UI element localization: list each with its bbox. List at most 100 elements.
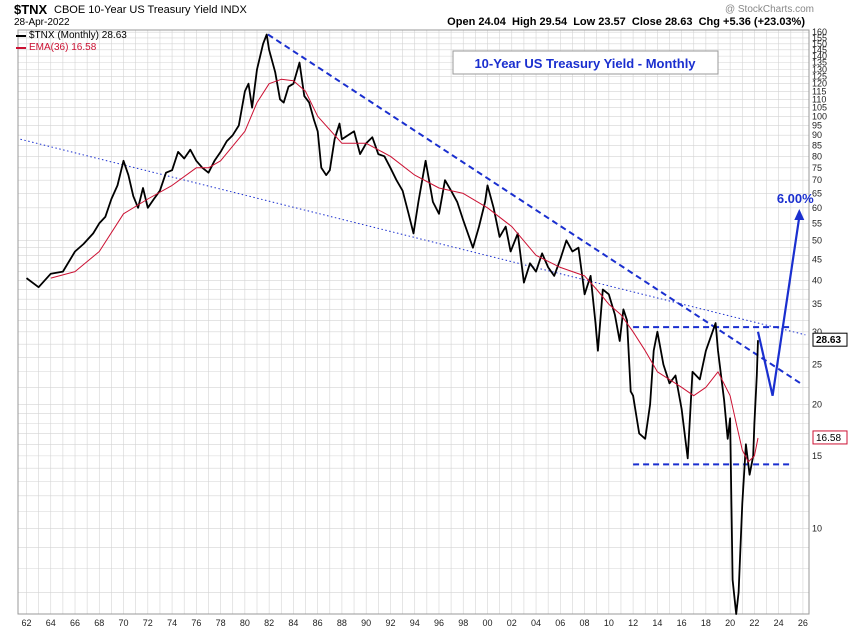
y-tick-label: 105: [812, 103, 827, 113]
y-tick-label: 35: [812, 299, 822, 309]
y-tick-label: 65: [812, 188, 822, 198]
chart-title: 10-Year US Treasury Yield - Monthly: [474, 56, 696, 71]
close-value: 28.63: [664, 16, 693, 28]
y-tick-label: 50: [812, 235, 822, 245]
low-label: Low: [573, 16, 596, 28]
price-line: [25, 33, 759, 615]
chart-date: 28-Apr-2022: [14, 17, 70, 28]
x-tick-label: 22: [749, 618, 759, 628]
projection: [756, 208, 805, 396]
y-tick-label: 125: [812, 71, 827, 81]
price-swatch: [16, 35, 26, 37]
y-tick-label: 85: [812, 140, 822, 150]
x-tick-label: 26: [798, 618, 808, 628]
x-tick-label: 96: [434, 618, 444, 628]
chg-value: +5.36 (+23.03%): [723, 16, 805, 28]
trendline-falling-resistance: [267, 33, 802, 385]
x-tick-label: 78: [216, 618, 226, 628]
stockcharts-watermark: @ StockCharts.com: [724, 4, 814, 15]
y-tick-label: 155: [812, 33, 827, 43]
chart-legend: $TNX (Monthly) 28.63 EMA(36) 16.58: [16, 30, 127, 54]
data-series: [25, 33, 759, 615]
ema-swatch: [16, 47, 26, 49]
x-tick-label: 14: [652, 618, 662, 628]
x-tick-label: 06: [555, 618, 565, 628]
ema-line: [50, 78, 759, 463]
x-tick-label: 68: [94, 618, 104, 628]
chg-label: Chg: [698, 16, 720, 28]
x-tick-label: 86: [313, 618, 323, 628]
ema-tag-text: 16.58: [816, 433, 841, 444]
y-tick-label: 80: [812, 151, 822, 161]
title-box-frame: [452, 50, 719, 75]
y-tick-label: 45: [812, 254, 822, 264]
y-tick-label: 130: [812, 64, 827, 74]
low-value: 23.57: [598, 16, 626, 28]
description-text: CBOE 10-Year US Treasury Yield: [54, 4, 218, 16]
x-tick-label: 24: [774, 618, 784, 628]
legend-item-ema: EMA(36) 16.58: [16, 42, 127, 54]
x-tick-label: 74: [167, 618, 177, 628]
x-tick-label: 88: [337, 618, 347, 628]
x-tick-label: 00: [482, 618, 492, 628]
x-tick-label: 98: [458, 618, 468, 628]
y-tick-label: 90: [812, 130, 822, 140]
y-tick-label: 150: [812, 39, 827, 49]
x-tick-label: 82: [264, 618, 274, 628]
y-tick-label: 120: [812, 79, 827, 89]
x-tick-label: 84: [288, 618, 298, 628]
y-tick-label: 55: [812, 218, 822, 228]
chart-title-box: 10-Year US Treasury Yield - Monthly: [452, 50, 719, 75]
x-tick-label: 16: [677, 618, 687, 628]
x-tick-label: 02: [507, 618, 517, 628]
y-tick-label: 40: [812, 275, 822, 285]
y-tick-label: 10: [812, 523, 822, 533]
exchange-text: INDX: [220, 4, 247, 16]
last-price-tag-text: 28.63: [816, 335, 841, 346]
x-tick-label: 62: [21, 618, 31, 628]
x-tick-label: 72: [143, 618, 153, 628]
x-tick-label: 70: [119, 618, 129, 628]
y-tick-label: 135: [812, 58, 827, 68]
ema-tag: 16.58: [812, 430, 848, 445]
x-tick-label: 80: [240, 618, 250, 628]
open-label: Open: [447, 16, 476, 28]
y-tick-label: 15: [812, 451, 822, 461]
legend-ema-label: EMA(36) 16.58: [29, 42, 97, 53]
y-tick-label: 95: [812, 121, 822, 131]
x-axis: 62 64 66 68 70 72 74 76 78 80 82 84 86 88 90 92 94 96 98 00…: [21, 618, 807, 628]
trendlines: [20, 33, 806, 466]
high-label: High: [512, 16, 537, 28]
close-label: Close: [631, 16, 662, 28]
x-tick-label: 92: [385, 618, 395, 628]
last-price-tag: 28.63: [812, 332, 848, 347]
x-tick-label: 64: [46, 618, 56, 628]
plot-frame: [17, 29, 810, 615]
projection-path: [756, 216, 801, 396]
x-tick-label: 76: [191, 618, 201, 628]
ticker-symbol: $TNX: [14, 2, 48, 17]
last-price-tag-box: [812, 332, 848, 347]
y-tick-label: 75: [812, 163, 822, 173]
chart-grid: [18, 30, 809, 614]
open-value: 24.04: [478, 16, 506, 28]
y-tick-label: 110: [812, 94, 826, 104]
x-tick-label: 08: [580, 618, 590, 628]
y-tick-label: 140: [812, 51, 827, 61]
y-tick-label: 70: [812, 175, 822, 185]
ema-tag-box: [812, 430, 848, 445]
y-tick-label: 160: [812, 27, 827, 37]
legend-price-label: $TNX (Monthly) 28.63: [29, 30, 127, 41]
x-tick-label: 20: [725, 618, 735, 628]
legend-item-price: $TNX (Monthly) 28.63: [16, 30, 127, 42]
trendline-long-term-trend: [20, 138, 806, 336]
x-tick-label: 18: [701, 618, 711, 628]
x-tick-label: 94: [410, 618, 420, 628]
x-tick-label: 04: [531, 618, 541, 628]
target-label: 6.00%: [777, 191, 814, 206]
x-tick-label: 10: [604, 618, 614, 628]
y-tick-label: 20: [812, 399, 822, 409]
y-tick-label: 60: [812, 203, 822, 213]
y-tick-label: 115: [812, 86, 826, 96]
